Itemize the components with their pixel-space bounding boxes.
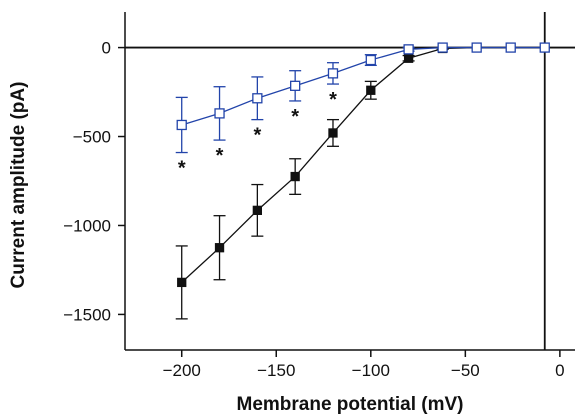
- data-point: [214, 243, 225, 253]
- data-point: [252, 93, 263, 104]
- x-tick-label: −50: [451, 361, 480, 380]
- series-2: [175, 42, 550, 154]
- data-point: [437, 42, 448, 53]
- y-tick-label: −500: [73, 128, 111, 147]
- significance-asterisk: *: [253, 125, 261, 147]
- significance-asterisk: *: [291, 106, 299, 128]
- data-point: [403, 53, 414, 63]
- y-axis-title: Current amplitude (pA): [8, 82, 29, 289]
- data-point: [177, 277, 187, 288]
- data-point: [290, 80, 301, 91]
- data-point: [290, 171, 300, 182]
- x-tick-label: −150: [257, 361, 295, 380]
- y-tick-label: 0: [102, 39, 111, 58]
- data-point: [328, 128, 338, 138]
- x-tick-label: −200: [163, 361, 201, 380]
- y-tick-label: −1000: [63, 216, 111, 235]
- data-point: [366, 85, 376, 95]
- series-layer: [175, 42, 550, 320]
- data-point: [471, 42, 482, 53]
- data-point: [214, 108, 225, 119]
- y-tick-label: −1500: [63, 305, 111, 324]
- x-tick-label: 0: [555, 361, 564, 380]
- x-tick-label: −100: [352, 361, 390, 380]
- data-point: [539, 42, 550, 53]
- data-point: [327, 68, 339, 79]
- data-point: [252, 205, 263, 216]
- series-1: [175, 42, 550, 320]
- series-line: [181, 46, 545, 126]
- significance-asterisk: *: [216, 145, 224, 167]
- series-line: [181, 46, 545, 283]
- data-point: [176, 119, 187, 131]
- significance-asterisk: *: [178, 158, 186, 180]
- data-point: [403, 44, 414, 55]
- data-point: [505, 42, 516, 53]
- significance-asterisk: *: [329, 89, 337, 111]
- x-axis-title: Membrane potential (mV): [237, 394, 464, 415]
- annotation-layer: * * * * *: [178, 89, 337, 179]
- axes: [124, 12, 575, 351]
- data-point: [365, 54, 376, 66]
- ticks: −200 −150 −100 −50 00−500−1000−1500: [63, 39, 564, 380]
